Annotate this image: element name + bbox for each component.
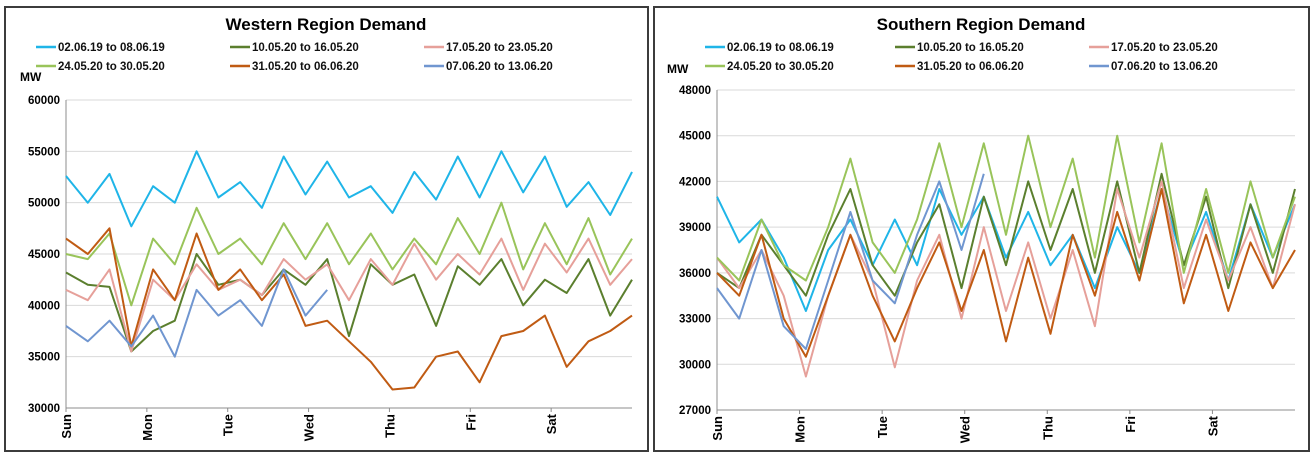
legend-entry: 17.05.20 to 23.05.20 <box>1089 42 1218 54</box>
legend-label: 07.06.20 to 13.06.20 <box>446 61 553 73</box>
x-tick-label: Wed <box>302 414 317 441</box>
series-line <box>716 188 1296 312</box>
legend-entry: 24.05.20 to 30.05.20 <box>36 61 165 73</box>
series-line <box>716 180 1296 378</box>
legend-label: 31.05.20 to 06.06.20 <box>252 61 359 73</box>
legend-entry: 02.06.19 to 08.06.19 <box>36 42 165 54</box>
legend-label: 02.06.19 to 08.06.19 <box>58 42 165 54</box>
x-tick-label: Tue <box>875 416 890 438</box>
southern-region-chart-panel: Southern Region Demand MW 02.06.19 to 08.0… <box>653 6 1310 452</box>
western-region-chart: Western Region Demand MW 02.06.19 to 08.06… <box>20 15 633 441</box>
y-tick-label: 33000 <box>679 314 711 326</box>
x-tick-label: Mon <box>140 414 155 441</box>
y-tick-label: 40000 <box>28 300 60 312</box>
legend-label: 17.05.20 to 23.05.20 <box>1111 42 1218 54</box>
y-tick-label: 45000 <box>679 131 711 143</box>
x-tick-label: Tue <box>221 414 236 436</box>
series-line <box>716 134 1296 282</box>
legend-label: 31.05.20 to 06.06.20 <box>917 61 1024 73</box>
y-tick-label: 48000 <box>679 85 711 97</box>
chart-title: Southern Region Demand <box>877 15 1086 34</box>
legend-entry: 31.05.20 to 06.06.20 <box>895 61 1024 73</box>
series-line <box>65 150 633 228</box>
legend-label: 02.06.19 to 08.06.19 <box>727 42 834 54</box>
series-line <box>65 237 633 353</box>
y-axis-unit-label: MW <box>667 62 689 76</box>
series-line <box>65 201 633 307</box>
legend-entry: 24.05.20 to 30.05.20 <box>705 61 834 73</box>
series-line <box>716 173 985 350</box>
y-tick-label: 27000 <box>679 405 711 417</box>
series-line <box>65 253 633 353</box>
series-line <box>65 268 328 358</box>
series-line <box>65 227 633 391</box>
y-tick-label: 55000 <box>28 146 60 158</box>
legend-entry: 17.05.20 to 23.05.20 <box>424 42 553 54</box>
legend-entry: 07.06.20 to 13.06.20 <box>1089 61 1218 73</box>
legend-label: 10.05.20 to 16.05.20 <box>917 42 1024 54</box>
y-axis-unit-label: MW <box>20 70 42 84</box>
y-tick-label: 30000 <box>679 359 711 371</box>
legend-label: 10.05.20 to 16.05.20 <box>252 42 359 54</box>
gridlines <box>717 89 1295 411</box>
legend-label: 17.05.20 to 23.05.20 <box>446 42 553 54</box>
y-tick-label: 50000 <box>28 198 60 210</box>
x-tick-label: Wed <box>958 416 973 443</box>
x-tick-label: Fri <box>1123 416 1138 433</box>
western-region-chart-panel: Western Region Demand MW 02.06.19 to 08.06… <box>4 6 649 452</box>
chart-title: Western Region Demand <box>226 15 427 34</box>
y-tick-label: 30000 <box>28 403 60 415</box>
y-tick-label: 39000 <box>679 222 711 234</box>
legend-label: 24.05.20 to 30.05.20 <box>58 61 165 73</box>
legend-entry: 02.06.19 to 08.06.19 <box>705 42 834 54</box>
x-tick-label: Sat <box>1205 415 1220 436</box>
southern-region-chart: Southern Region Demand MW 02.06.19 to 08.0… <box>667 15 1296 443</box>
y-tick-label: 60000 <box>28 95 60 107</box>
y-tick-label: 45000 <box>28 249 60 261</box>
legend-entry: 07.06.20 to 13.06.20 <box>424 61 553 73</box>
legend-label: 07.06.20 to 13.06.20 <box>1111 61 1218 73</box>
legend-entry: 10.05.20 to 16.05.20 <box>230 42 359 54</box>
gridlines <box>66 99 632 409</box>
x-tick-label: Sat <box>544 413 559 434</box>
legend-entry: 31.05.20 to 06.06.20 <box>230 61 359 73</box>
legend-entry: 10.05.20 to 16.05.20 <box>895 42 1024 54</box>
y-tick-label: 35000 <box>28 352 60 364</box>
x-tick-label: Thu <box>382 414 397 438</box>
y-tick-label: 42000 <box>679 176 711 188</box>
legend-label: 24.05.20 to 30.05.20 <box>727 61 834 73</box>
y-tick-label: 36000 <box>679 268 711 280</box>
x-tick-label: Thu <box>1040 416 1055 440</box>
x-tick-label: Sun <box>59 414 74 439</box>
x-tick-label: Sun <box>710 416 725 441</box>
x-tick-label: Fri <box>463 414 478 431</box>
series-line <box>716 188 1296 358</box>
x-tick-label: Mon <box>793 416 808 443</box>
